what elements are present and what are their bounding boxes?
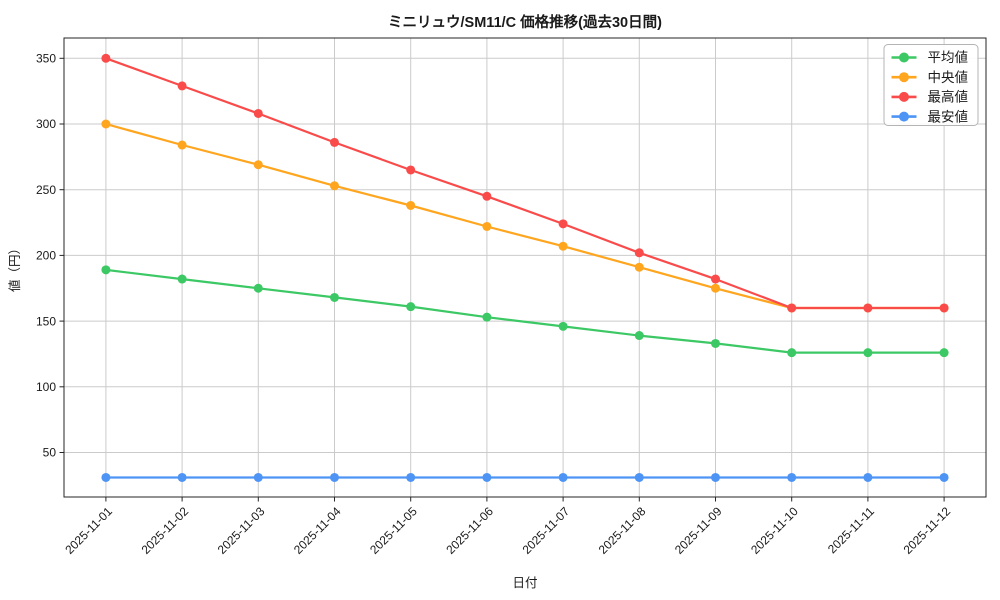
data-point [177,81,187,91]
data-point [101,265,111,275]
y-axis-label: 値（円） [7,242,22,292]
data-point [711,338,720,348]
data-point [711,274,720,284]
data-point [787,472,797,482]
x-tick-label: 2025-11-02 [139,504,192,557]
legend-marker-icon [899,52,909,63]
legend-item: 最安値 [891,109,969,124]
y-tick-label: 250 [36,183,56,197]
data-point [406,472,416,482]
data-point [101,119,111,129]
data-point [482,221,492,231]
data-point [406,200,416,210]
y-tick-label: 300 [36,117,56,131]
data-point [863,472,873,482]
legend-label: 最高値 [928,89,969,105]
grid-layer [64,38,986,497]
y-tick-label: 200 [36,249,56,263]
data-point [482,191,492,201]
data-point [253,283,263,293]
legend-label: 平均値 [928,50,969,65]
legend-label: 中央値 [928,70,969,85]
data-point [101,472,111,482]
series-layer [101,53,949,482]
data-point [330,181,339,191]
y-tick-label: 50 [43,446,57,460]
x-tick-label: 2025-11-01 [62,504,115,557]
data-point [558,472,568,482]
series-line-1 [105,122,945,310]
legend-item: 中央値 [891,70,969,85]
data-point [711,283,720,293]
series-line-2 [105,57,945,310]
x-tick-label: 2025-11-08 [596,504,649,557]
x-tick-label: 2025-11-05 [367,504,420,557]
y-tick-label: 100 [36,380,56,394]
legend-marker-icon [899,111,909,122]
data-point [177,140,187,150]
data-point [558,219,568,229]
legend-item: 最高値 [891,89,969,105]
legend-item: 平均値 [891,50,969,65]
data-point [634,331,644,341]
data-point [634,262,644,272]
x-tick-label: 2025-11-06 [443,504,496,557]
data-point [482,472,492,482]
axes-layer [63,37,987,498]
y-tick-label: 350 [36,52,56,66]
data-point [711,472,720,482]
legend-marker-icon [899,91,909,102]
data-point [634,248,644,258]
series-line-0 [105,268,945,354]
data-point [177,472,187,482]
data-point [330,292,339,302]
y-tick-label: 150 [36,314,56,328]
x-tick-label: 2025-11-10 [748,504,801,557]
data-point [330,137,339,147]
x-tick-label: 2025-11-11 [825,504,877,556]
x-tick-label: 2025-11-04 [291,504,344,557]
x-tick-label: 2025-11-03 [215,504,268,557]
data-point [101,53,111,63]
data-point [863,348,873,358]
x-tick-label: 2025-11-12 [901,504,954,557]
data-point [406,302,416,312]
data-point [253,472,263,482]
legend-marker-icon [899,72,909,83]
data-point [787,348,797,358]
legend-box [883,44,979,126]
data-point [177,274,187,284]
legend-label: 最安値 [928,109,969,124]
data-point [253,108,263,118]
data-point [939,472,949,482]
data-point [253,160,263,170]
data-point [558,321,568,331]
x-axis-label: 日付 [512,576,537,590]
data-point [634,472,644,482]
x-tick-label: 2025-11-09 [672,504,725,557]
data-point [330,472,339,482]
data-point [482,312,492,322]
x-tick-label: 2025-11-07 [520,504,573,557]
chart-title: ミニリュウ/SM11/C 価格推移(過去30日間) [388,13,662,31]
ticks-layer: 50 100 150 200 250 300 350 2025-11-01 2025-11-02… [36,52,953,557]
data-point [939,303,949,313]
plot-border [63,37,987,498]
data-point [863,303,873,313]
data-point [787,303,797,313]
data-point [558,241,568,251]
data-point [406,165,416,175]
data-point [939,348,949,358]
